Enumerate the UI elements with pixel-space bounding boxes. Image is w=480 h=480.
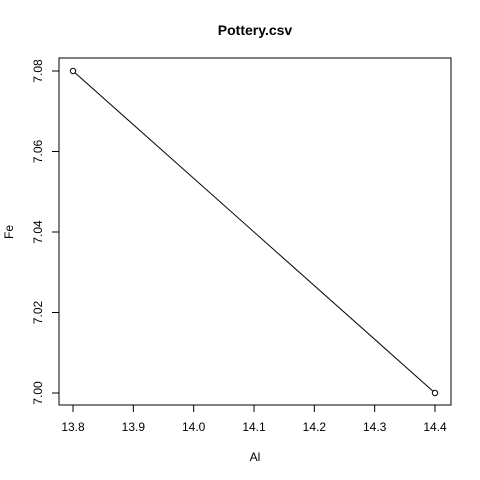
chart-title: Pottery.csv — [218, 22, 293, 38]
y-axis-label: Fe — [2, 225, 16, 239]
plot-frame — [58, 57, 452, 406]
x-axis: 13.8 13.9 14.0 14.1 14.2 14.3 14.4 — [61, 404, 447, 434]
data-point-marker — [431, 389, 439, 397]
x-tick-label: 14.0 — [182, 420, 206, 434]
series-line — [72, 70, 436, 394]
data-point-marker — [69, 67, 77, 75]
series-layer — [69, 67, 439, 397]
x-tick-label: 14.1 — [242, 420, 266, 434]
y-tick-label: 7.08 — [31, 59, 45, 83]
y-tick-label: 7.06 — [31, 139, 45, 163]
x-axis-label: Al — [250, 450, 261, 464]
x-tick-label: 13.9 — [122, 420, 146, 434]
x-tick-label: 14.3 — [363, 420, 387, 434]
x-tick-label: 14.2 — [303, 420, 327, 434]
y-tick-label: 7.02 — [31, 300, 45, 324]
y-tick-label: 7.04 — [31, 220, 45, 244]
x-tick-label: 14.4 — [423, 420, 447, 434]
x-tick-label: 13.8 — [61, 420, 85, 434]
y-axis: 7.00 7.02 7.04 7.06 7.08 — [31, 59, 60, 405]
y-tick-label: 7.00 — [31, 381, 45, 405]
